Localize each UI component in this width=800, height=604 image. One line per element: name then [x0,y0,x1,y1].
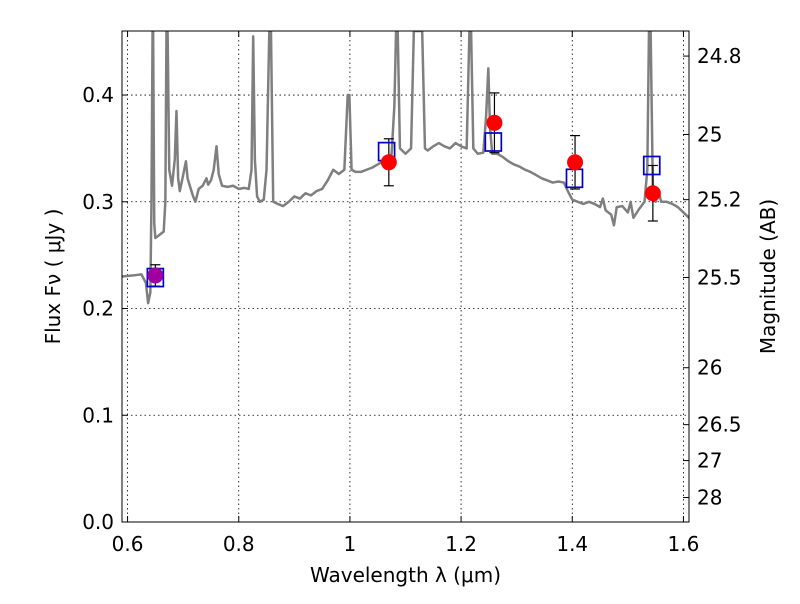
y-tick-label: 0.3 [82,190,114,214]
x-tick-label: 1 [344,532,357,556]
observed-point [380,154,397,171]
observed-point [486,114,503,131]
right-tick-label: 26.5 [697,413,742,437]
right-tick-label: 24.8 [697,44,742,68]
x-tick-label: 1.4 [556,532,588,556]
y-tick-label: 0.1 [82,403,114,427]
right-tick-label: 27 [697,449,722,473]
right-tick-label: 25.2 [697,188,742,212]
model-spectrum-line [122,31,689,305]
y-axis-ticks: 0.0 0.1 0.2 0.3 0.4 [82,83,128,534]
x-axis-ticks: 0.6 0.8 1 1.2 1.4 1.6 [112,31,700,556]
y-axis-label: Flux Fν ( μJy ) [41,209,65,345]
right-tick-label: 28 [697,486,722,510]
x-tick-label: 1.2 [445,532,477,556]
y-tick-label: 0.4 [82,83,114,107]
plot-frame [121,30,690,523]
x-tick-label: 0.8 [223,532,255,556]
observed-point [644,185,661,202]
x-axis-label: Wavelength λ (μm) [310,563,501,587]
right-axis-label: Magnitude (AB) [756,199,780,354]
model-band-square [642,155,661,176]
right-tick-label: 25 [697,122,722,146]
right-axis-ticks: 24.8 25 25.2 25.5 26 26.5 27 28 [683,44,742,510]
plot-layer [122,31,689,305]
right-tick-label: 25.5 [697,265,742,289]
right-tick-label: 26 [697,356,722,380]
observed-point [567,154,584,171]
model-band-square [484,132,503,152]
x-tick-label: 1.6 [668,532,700,556]
y-tick-label: 0.2 [82,297,114,321]
observed-point [147,267,164,284]
observed-points [147,114,661,284]
y-tick-label: 0.0 [82,510,114,534]
x-tick-label: 0.6 [112,532,144,556]
